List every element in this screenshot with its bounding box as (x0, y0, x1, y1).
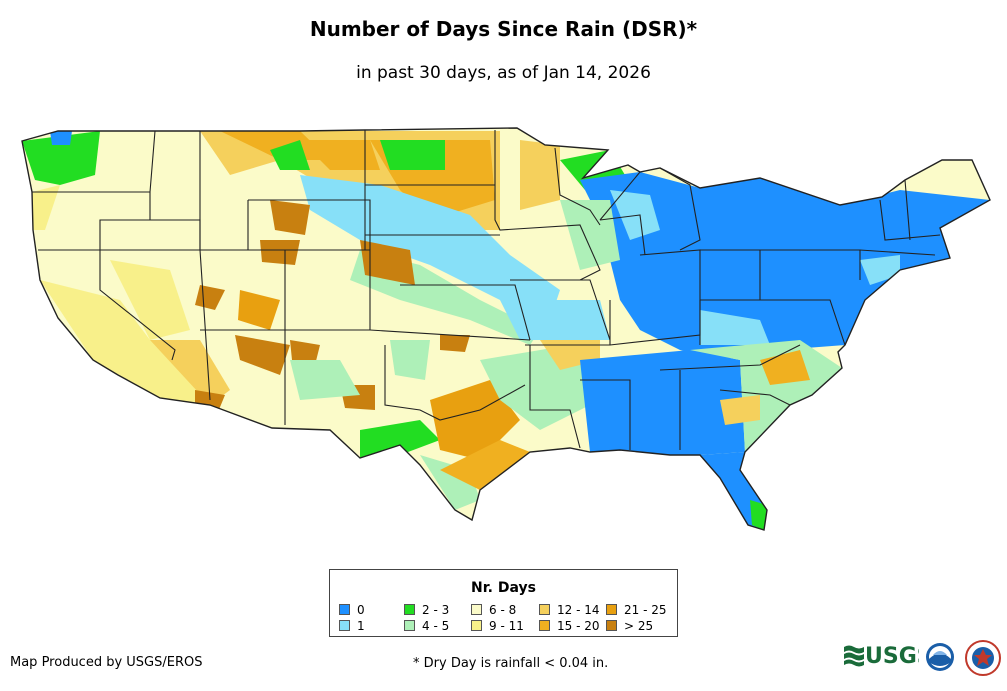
legend-label: 6 - 8 (489, 603, 517, 617)
svg-text:USGS: USGS (865, 644, 919, 669)
legend-label: 15 - 20 (557, 619, 600, 633)
legend-swatch (539, 604, 550, 615)
legend-title: Nr. Days (471, 580, 536, 596)
us-dsr-map (21, 127, 991, 531)
map-subtitle: in past 30 days, as of Jan 14, 2026 (356, 63, 651, 83)
legend-swatch (539, 620, 550, 631)
credit-text: Map Produced by USGS/EROS (10, 655, 203, 670)
legend: Nr. Days 0 1 2 - 3 4 - 5 6 - 8 9 - 11 12… (329, 569, 678, 637)
legend-swatch (606, 620, 617, 631)
legend-label: 0 (357, 603, 365, 617)
legend-label: 21 - 25 (624, 603, 667, 617)
nws-logo (965, 640, 1001, 676)
noaa-logo (926, 643, 954, 671)
legend-label: 1 (357, 619, 365, 633)
legend-swatch (471, 620, 482, 631)
legend-label: 9 - 11 (489, 619, 524, 633)
legend-swatch (606, 604, 617, 615)
legend-swatch (471, 604, 482, 615)
legend-swatch (404, 604, 415, 615)
legend-label: > 25 (624, 619, 654, 633)
legend-label: 4 - 5 (422, 619, 450, 633)
legend-swatch (339, 620, 350, 631)
legend-swatch (339, 604, 350, 615)
legend-label: 12 - 14 (557, 603, 600, 617)
map-title: Number of Days Since Rain (DSR)* (309, 17, 698, 41)
legend-swatch (404, 620, 415, 631)
usgs-logo: USGS (844, 644, 919, 669)
state-boundaries (21, 127, 991, 531)
footnote-text: * Dry Day is rainfall < 0.04 in. (413, 656, 609, 671)
legend-label: 2 - 3 (422, 603, 450, 617)
